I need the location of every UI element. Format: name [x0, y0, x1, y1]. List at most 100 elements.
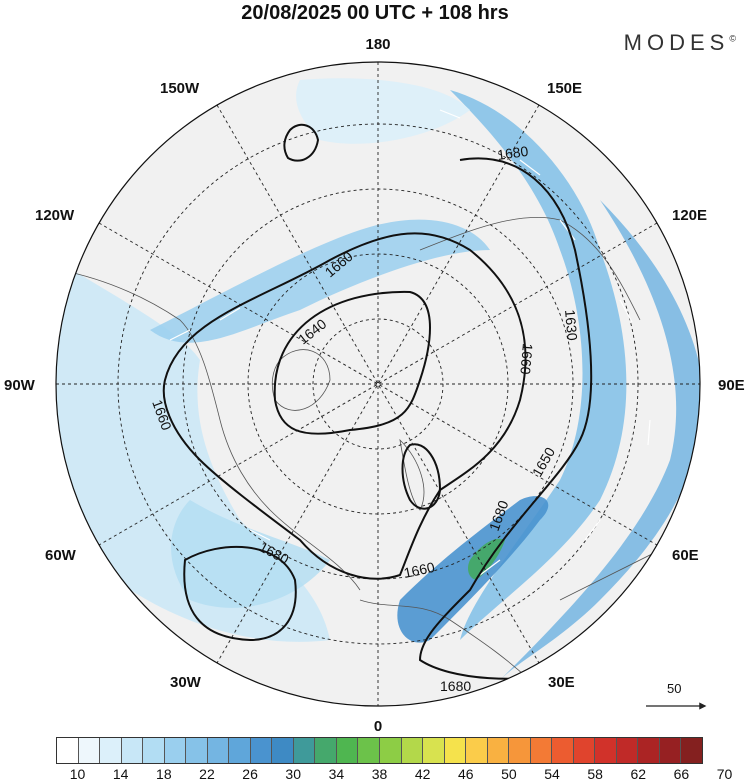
lon-label: 30W [170, 674, 202, 691]
shade-region [500, 200, 700, 680]
meridians [56, 62, 700, 706]
colorbar-tick-label: 10 [69, 766, 86, 782]
colorbar-swatch [143, 738, 165, 763]
longitude-labels: 180 0 90W 90E 150W 120W 60W 30W 150E 120… [4, 36, 745, 735]
colorbar-tick-label: 66 [673, 766, 690, 782]
colorbar-swatch [444, 738, 467, 763]
colorbar-swatch [552, 738, 574, 763]
colorbar-swatch [487, 738, 510, 763]
contour-label: 1680 [440, 678, 471, 694]
colorbar-tick-label: 58 [587, 766, 603, 782]
lon-label: 60W [45, 547, 77, 564]
shade-region [150, 219, 490, 343]
colorbar-swatch [78, 738, 101, 763]
colorbar-tick-label: 18 [156, 766, 172, 782]
lon-label: 150W [160, 80, 200, 97]
colorbar-tick-label: 50 [501, 766, 517, 782]
contour-label: 1660 [402, 559, 436, 581]
wind-speed-shading [56, 78, 700, 680]
colorbar-swatch [509, 738, 531, 763]
colorbar [56, 737, 703, 764]
coastline-siberia [419, 217, 641, 321]
contour-1680-loop [183, 545, 297, 642]
meridian [98, 222, 658, 546]
wind-vectors [169, 109, 651, 576]
coastline-europe-africa [359, 599, 541, 691]
contour-label: 1630 [562, 309, 581, 342]
coastline-greenland [271, 349, 331, 411]
meridian [98, 222, 658, 546]
contour-label: 1660 [517, 343, 536, 376]
meridian [216, 104, 540, 664]
lon-label: 30E [548, 674, 575, 691]
colorbar-swatch [379, 738, 402, 763]
height-contours [162, 123, 593, 680]
wind-vector [219, 307, 241, 321]
lon-label: 180 [365, 36, 390, 53]
map-border [55, 61, 701, 707]
colorbar-tick-label: 38 [371, 766, 388, 782]
colorbar-swatch [293, 738, 316, 763]
shade-region [450, 90, 627, 640]
colorbar-swatch [272, 738, 294, 763]
colorbar-swatch [595, 738, 617, 763]
wind-vector [519, 159, 541, 176]
wind-vector [584, 519, 601, 541]
lon-label: 90E [718, 377, 745, 394]
reference-vector: 50 [646, 681, 707, 710]
modes-logo: MODES© [624, 30, 736, 56]
colorbar-swatch [207, 738, 230, 763]
colorbar-tick-label: 22 [199, 766, 215, 782]
colorbar-swatch [57, 738, 79, 763]
colorbar-tick-label: 70 [716, 766, 733, 782]
contour-1680 [418, 157, 593, 680]
coastline-scandinavia [399, 438, 425, 511]
colorbar-swatch [229, 738, 251, 763]
colorbar-tick-label: 42 [414, 766, 431, 782]
brand-text: MODES [623, 30, 730, 55]
colorbar-tick-label: 34 [328, 766, 345, 782]
wind-vector [169, 329, 191, 341]
wind-vector [439, 109, 461, 119]
contour-1660-small [401, 443, 442, 510]
colorbar-tick-label: 62 [630, 766, 647, 782]
wind-vector [249, 529, 271, 541]
brand-copyright: © [729, 33, 736, 44]
contour-labels: 1640 1660 1660 1660 1660 1680 1680 1680 … [149, 143, 581, 694]
lon-label: 150E [547, 80, 582, 97]
colorbar-swatch [401, 738, 424, 763]
colorbar-swatch [336, 738, 359, 763]
wind-vector [647, 419, 651, 446]
wind-vector [619, 299, 633, 323]
shade-region [296, 78, 470, 144]
colorbar-swatch [616, 738, 639, 763]
lon-label: 0 [374, 718, 382, 735]
wind-vector [479, 559, 501, 576]
colorbar-tick-label: 14 [112, 766, 129, 782]
lon-label: 120W [35, 207, 75, 224]
colorbar-swatch [315, 738, 337, 763]
colorbar-swatch [681, 738, 702, 763]
colorbar-tick-label: 46 [457, 766, 474, 782]
contour-1660 [162, 232, 527, 580]
colorbar-swatch [659, 738, 682, 763]
meridian [216, 104, 540, 664]
shade-region [171, 500, 330, 608]
coastlines [59, 217, 681, 691]
colorbar-swatch [186, 738, 208, 763]
colorbar-tick-label: 30 [285, 766, 302, 782]
colorbar-tick-label: 26 [242, 766, 258, 782]
map-title: 20/08/2025 00 UTC + 108 hrs [241, 2, 509, 24]
colorbar-swatch [358, 738, 380, 763]
colorbar-swatch [423, 738, 445, 763]
colorbar-swatch [100, 738, 122, 763]
contour-1640 [273, 290, 431, 435]
colorbar-ticks: 10 14 18 22 26 30 34 38 42 46 50 54 58 62 66 70 [56, 766, 733, 782]
colorbar-swatch [638, 738, 660, 763]
colorbar-swatch [530, 738, 553, 763]
contour-loop-small [283, 123, 320, 162]
colorbar-swatch [466, 738, 488, 763]
coastline-north-america [59, 269, 361, 591]
map-disk: 1640 1660 1660 1660 1660 1680 1680 1680 … [56, 62, 700, 706]
